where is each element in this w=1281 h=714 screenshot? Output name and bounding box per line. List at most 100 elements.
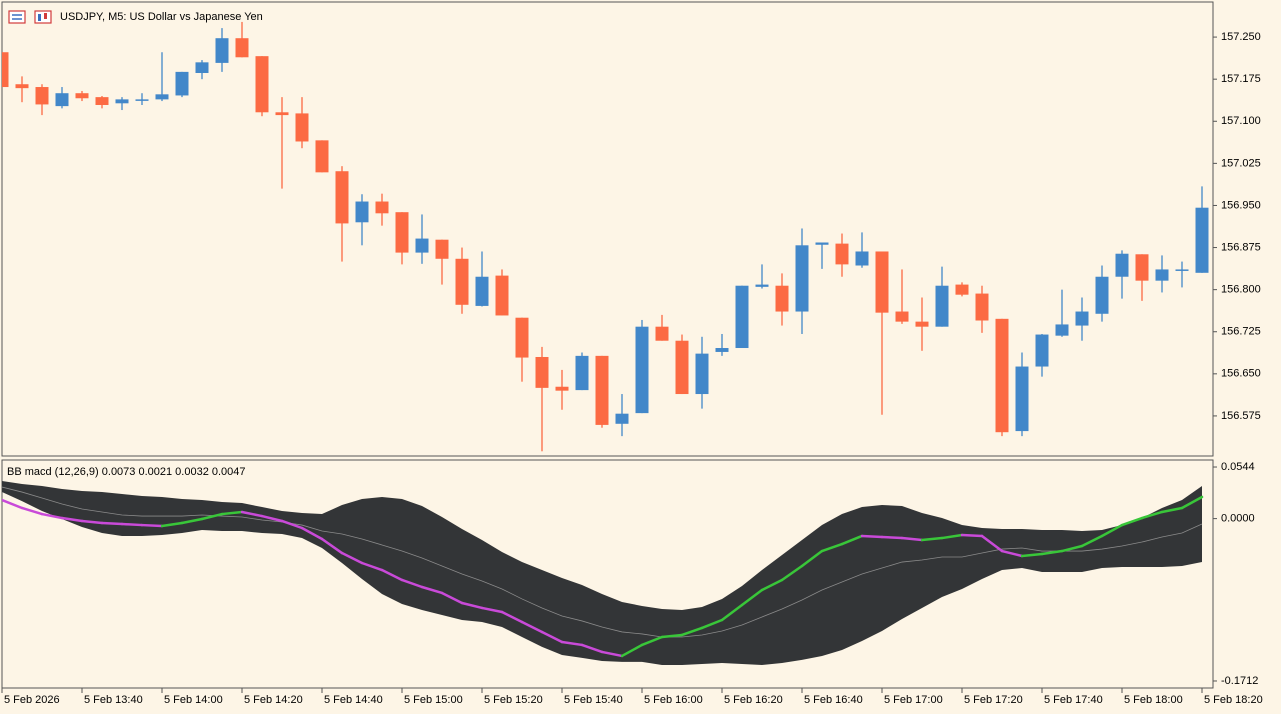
macd-segment: [980, 534, 1004, 553]
macd-segment: [680, 626, 704, 637]
candle-body: [1115, 253, 1129, 277]
band-middle: [2, 486, 1203, 638]
candle-body: [755, 284, 769, 287]
macd-segment: [740, 588, 764, 607]
chart-icon-bar: [44, 13, 47, 19]
candle-body: [335, 171, 349, 224]
macd-segment: [200, 512, 224, 521]
macd-segment: [940, 533, 964, 540]
candle-body: [1195, 207, 1209, 273]
candle-body: [75, 93, 89, 99]
macd-segment: [520, 620, 544, 634]
macd-segment: [460, 601, 484, 610]
candle-body: [935, 285, 949, 327]
candle-body: [35, 87, 49, 105]
x-tick-label: 5 Feb 14:40: [324, 694, 383, 706]
macd-segment: [100, 521, 124, 526]
candle-body: [1095, 276, 1109, 314]
macd-segment: [580, 643, 604, 654]
macd-segment: [360, 561, 384, 572]
macd-segment: [900, 536, 924, 542]
candle-body: [655, 326, 669, 341]
macd-segment: [1120, 516, 1144, 527]
y-tick-label: 157.100: [1221, 115, 1261, 127]
macd-segment: [840, 534, 864, 546]
candle-body: [395, 212, 409, 253]
indicator-plot: [2, 481, 1204, 665]
candle-body: [995, 318, 1009, 433]
y-tick-label: 0.0000: [1221, 513, 1255, 525]
macd-segment: [2, 498, 24, 510]
candle-body: [175, 71, 189, 96]
candle-body: [615, 413, 629, 424]
macd-segment: [700, 618, 724, 630]
candle-body: [195, 62, 209, 73]
macd-segment: [140, 523, 164, 528]
x-tick-label: 5 Feb 13:40: [84, 694, 143, 706]
macd-segment: [620, 643, 644, 658]
macd-segment: [440, 591, 464, 605]
candle-body: [515, 317, 529, 358]
price-plot: [2, 21, 1209, 452]
candle-body: [95, 97, 109, 105]
macd-segment: [60, 516, 84, 523]
macd-segment: [960, 533, 984, 538]
macd-segment: [1160, 506, 1184, 514]
candle-body: [115, 99, 129, 104]
y-tick-label: 156.800: [1221, 284, 1261, 296]
macd-segment: [1140, 510, 1164, 520]
candle-body: [895, 311, 909, 322]
candle-body: [955, 284, 969, 295]
x-tick-label: 5 Feb 14:20: [244, 694, 303, 706]
macd-segment: [1000, 549, 1024, 558]
macd-segment: [720, 603, 744, 622]
x-tick-label: 5 Feb 18:20: [1204, 694, 1263, 706]
candle-body: [735, 285, 749, 349]
macd-segment: [340, 551, 364, 565]
candle-body: [135, 99, 149, 101]
x-tick-label: 5 Feb 17:00: [884, 694, 943, 706]
x-tick-label: 5 Feb 2026: [4, 694, 60, 706]
macd-segment: [1020, 552, 1044, 558]
candle-body: [295, 113, 309, 142]
chart-icon-bar: [38, 14, 41, 21]
candle-body: [575, 355, 589, 391]
candle-body: [1075, 311, 1089, 326]
candle-body: [775, 285, 789, 312]
y-tick-label: 157.175: [1221, 73, 1261, 85]
x-tick-label: 5 Feb 16:40: [804, 694, 863, 706]
macd-segment: [20, 506, 44, 516]
candle-body: [475, 276, 489, 306]
y-tick-label: -0.1712: [1221, 675, 1258, 687]
x-tick-label: 5 Feb 17:20: [964, 694, 1023, 706]
macd-segment: [260, 514, 284, 523]
candle-body: [315, 140, 329, 173]
candle-body: [215, 38, 229, 63]
x-tick-label: 5 Feb 15:00: [404, 694, 463, 706]
macd-segment: [180, 517, 204, 525]
macd-segment: [1060, 544, 1084, 553]
x-tick-label: 5 Feb 15:20: [484, 694, 543, 706]
candle-body: [275, 112, 289, 116]
chart-title: USDJPY, M5: US Dollar vs Japanese Yen: [60, 11, 263, 23]
macd-segment: [1040, 549, 1064, 556]
macd-segment: [220, 510, 244, 516]
macd-segment: [920, 536, 944, 542]
macd-segment: [400, 578, 424, 589]
candle-body: [875, 251, 889, 313]
candle-body: [835, 243, 849, 265]
macd-segment: [1180, 495, 1204, 510]
macd-segment: [880, 535, 904, 540]
candle-body: [355, 201, 369, 223]
candle-body: [495, 275, 509, 316]
macd-segment: [320, 537, 344, 555]
candle-body: [915, 321, 929, 327]
symbol-icons: [8, 10, 52, 24]
x-tick-label: 5 Feb 15:40: [564, 694, 623, 706]
candle-body: [1055, 324, 1069, 336]
y-tick-label: 0.0544: [1221, 461, 1255, 473]
macd-segment: [40, 512, 64, 520]
y-tick-label: 156.875: [1221, 241, 1261, 253]
candle-body: [1015, 366, 1029, 432]
